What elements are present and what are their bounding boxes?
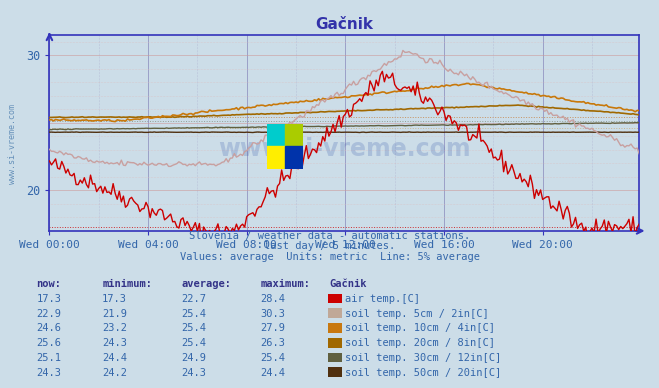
Text: soil temp. 30cm / 12in[C]: soil temp. 30cm / 12in[C] (345, 353, 501, 363)
Bar (285, 124, 303, 147)
Bar (285, 147, 303, 169)
Text: 24.4: 24.4 (102, 353, 127, 363)
Bar (267, 124, 285, 147)
Text: 26.3: 26.3 (260, 338, 285, 348)
Text: 24.2: 24.2 (102, 367, 127, 378)
Text: 25.4: 25.4 (181, 338, 206, 348)
Text: maximum:: maximum: (260, 279, 310, 289)
Text: 24.9: 24.9 (181, 353, 206, 363)
Text: 24.3: 24.3 (181, 367, 206, 378)
Text: 24.3: 24.3 (102, 338, 127, 348)
Text: 24.6: 24.6 (36, 323, 61, 333)
Text: 23.2: 23.2 (102, 323, 127, 333)
Title: Gačnik: Gačnik (315, 17, 374, 32)
Text: average:: average: (181, 279, 231, 289)
Text: 27.9: 27.9 (260, 323, 285, 333)
Text: Gačnik: Gačnik (330, 279, 367, 289)
Text: 22.7: 22.7 (181, 294, 206, 304)
Text: soil temp. 5cm / 2in[C]: soil temp. 5cm / 2in[C] (345, 308, 488, 319)
Text: soil temp. 10cm / 4in[C]: soil temp. 10cm / 4in[C] (345, 323, 495, 333)
Text: air temp.[C]: air temp.[C] (345, 294, 420, 304)
Text: Slovenia / weather data - automatic stations.: Slovenia / weather data - automatic stat… (189, 230, 470, 241)
Text: 25.4: 25.4 (181, 323, 206, 333)
Text: 28.4: 28.4 (260, 294, 285, 304)
Bar (267, 147, 285, 169)
Text: 21.9: 21.9 (102, 308, 127, 319)
Text: 17.3: 17.3 (36, 294, 61, 304)
Text: soil temp. 50cm / 20in[C]: soil temp. 50cm / 20in[C] (345, 367, 501, 378)
Text: 24.3: 24.3 (36, 367, 61, 378)
Text: www.si-vreme.com: www.si-vreme.com (218, 137, 471, 161)
Text: 25.1: 25.1 (36, 353, 61, 363)
Text: 30.3: 30.3 (260, 308, 285, 319)
Text: 17.3: 17.3 (102, 294, 127, 304)
Text: 25.6: 25.6 (36, 338, 61, 348)
Text: last day / 5 minutes.: last day / 5 minutes. (264, 241, 395, 251)
Text: www.si-vreme.com: www.si-vreme.com (8, 104, 17, 184)
Text: Values: average  Units: metric  Line: 5% average: Values: average Units: metric Line: 5% a… (179, 252, 480, 262)
Text: 24.4: 24.4 (260, 367, 285, 378)
Text: 25.4: 25.4 (260, 353, 285, 363)
Text: minimum:: minimum: (102, 279, 152, 289)
Text: now:: now: (36, 279, 61, 289)
Text: 25.4: 25.4 (181, 308, 206, 319)
Text: soil temp. 20cm / 8in[C]: soil temp. 20cm / 8in[C] (345, 338, 495, 348)
Text: 22.9: 22.9 (36, 308, 61, 319)
